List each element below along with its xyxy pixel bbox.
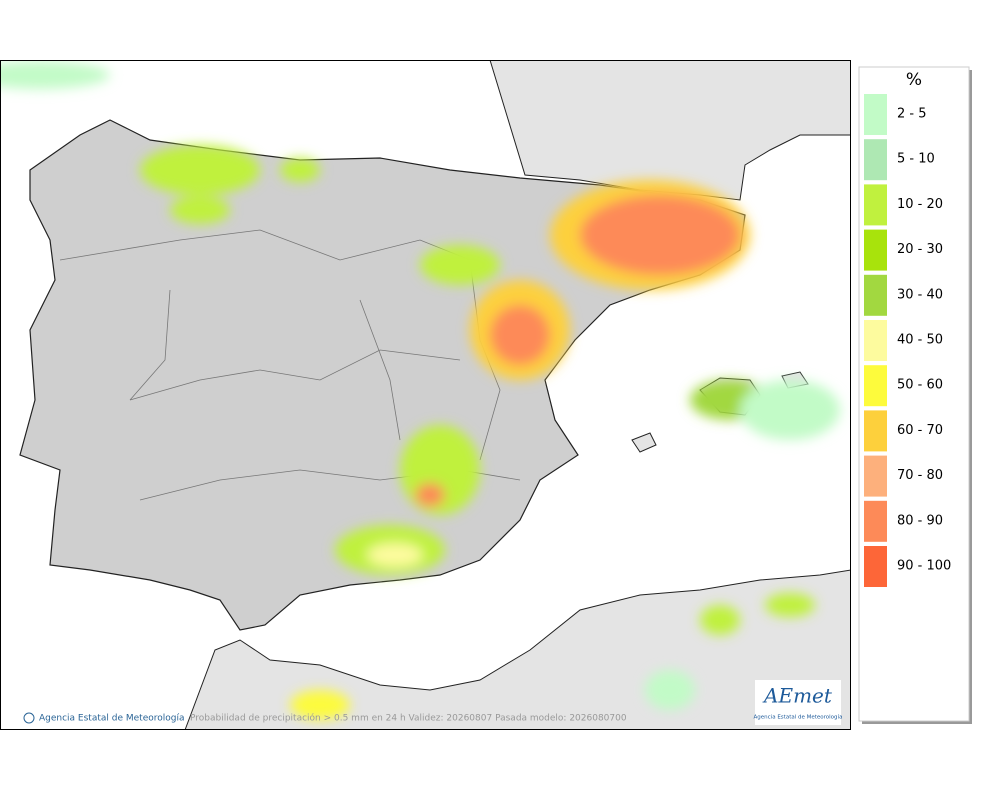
precipitation (0, 61, 840, 720)
legend-label: 30 - 40 (897, 287, 943, 302)
legend-label: 90 - 100 (897, 559, 951, 574)
legend-swatch (864, 274, 887, 316)
map: Agencia Estatal de Meteorología Probabil… (0, 60, 851, 730)
legend-label: 10 - 20 (897, 197, 943, 212)
legend-label: 80 - 90 (897, 513, 943, 528)
legend-swatch (864, 320, 887, 361)
logo-subtitle: Agencia Estatal de Meteorología (754, 714, 843, 721)
legend-swatch (864, 229, 887, 271)
legend-swatch (864, 184, 887, 226)
legend-swatch (864, 365, 887, 407)
legend-label: 40 - 50 (897, 333, 943, 348)
legend-label: 70 - 80 (897, 468, 943, 483)
france (489, 60, 851, 201)
credit: Agencia Estatal de Meteorología (39, 714, 185, 724)
legend-swatch (864, 410, 887, 452)
legend-swatch (864, 500, 887, 542)
legend-swatch (864, 546, 887, 587)
legend-label: 2 - 5 (897, 107, 927, 122)
legend-label: 60 - 70 (897, 423, 943, 438)
legend-title: % (906, 70, 922, 90)
logo: AEmet (762, 684, 833, 708)
logo-box (755, 680, 841, 725)
legend-swatch (864, 455, 887, 497)
copyright-icon (23, 712, 35, 724)
legend-swatch (864, 94, 887, 135)
ibiza (631, 432, 657, 453)
caption: Probabilidad de precipitación > 0.5 mm e… (190, 713, 627, 724)
legend-label: 5 - 10 (897, 152, 935, 167)
legend: % 2 - 5 5 - 10 10 - 20 20 - 30 30 - 40 40 - 5… (858, 66, 972, 724)
map-frame (0, 60, 851, 730)
legend-swatch (864, 139, 887, 181)
legend-label: 50 - 60 (897, 378, 943, 393)
legend-label: 20 - 30 (897, 242, 943, 257)
